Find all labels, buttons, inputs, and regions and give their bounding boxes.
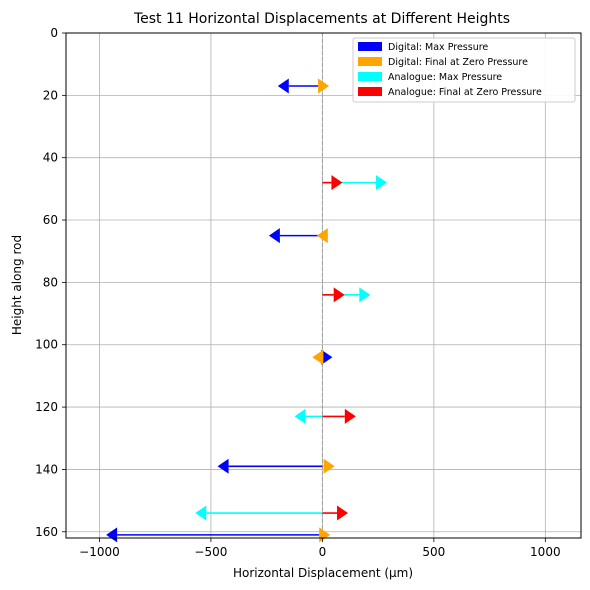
y-tick-label: 20 <box>43 88 58 102</box>
x-tick-label: 1000 <box>530 545 561 559</box>
y-tick-label: 160 <box>35 525 58 539</box>
grid-layer <box>66 32 581 538</box>
arrow-head <box>312 349 324 365</box>
x-tick-label: 500 <box>422 545 445 559</box>
arrow-head <box>359 287 371 303</box>
arrow-layer <box>106 78 388 543</box>
x-axis-title: Horizontal Displacement (µm) <box>233 566 413 580</box>
legend-label: Digital: Final at Zero Pressure <box>388 57 528 68</box>
arrow-head <box>337 505 349 521</box>
legend-label: Analogue: Max Pressure <box>388 72 502 83</box>
y-tick-label: 120 <box>35 400 58 414</box>
arrow-head <box>294 408 306 424</box>
legend-swatch <box>358 42 382 51</box>
legend-swatch <box>358 87 382 96</box>
x-tick-label: −1000 <box>79 545 120 559</box>
arrow-head <box>376 175 388 191</box>
y-tick-label: 140 <box>35 462 58 476</box>
x-tick-label: −500 <box>194 545 227 559</box>
arrow-head <box>316 228 328 244</box>
tick-layer: −1000 −500 0 500 1000 0 20 40 60 80 100 120 140 160 <box>35 26 561 559</box>
arrow-head <box>318 78 330 94</box>
chart-title: Test 11 Horizontal Displacements at Diff… <box>133 11 510 27</box>
arrow-head <box>217 458 229 474</box>
y-tick-label: 100 <box>35 338 58 352</box>
legend-label: Digital: Max Pressure <box>388 42 488 53</box>
arrow-head <box>319 527 331 543</box>
arrow-head <box>344 408 356 424</box>
x-tick-label: 0 <box>319 545 327 559</box>
y-tick-label: 60 <box>43 213 58 227</box>
plot-frame <box>65 32 582 539</box>
y-tick-label: 40 <box>43 151 58 165</box>
arrow-head <box>106 527 118 543</box>
arrow-head <box>277 78 289 94</box>
legend-swatch <box>358 57 382 66</box>
legend-frame <box>352 37 576 103</box>
legend-swatch <box>358 72 382 81</box>
arrow-head <box>333 287 345 303</box>
arrow-head <box>321 349 333 365</box>
y-tick-label: 80 <box>43 275 58 289</box>
y-tick-label: 0 <box>50 26 58 40</box>
arrow-head <box>268 228 280 244</box>
y-axis-title: Height along rod <box>10 235 24 335</box>
arrow-head <box>331 175 343 191</box>
legend-label: Analogue: Final at Zero Pressure <box>388 87 542 98</box>
arrow-head <box>323 458 335 474</box>
arrow-head <box>195 505 207 521</box>
legend: Digital: Max Pressure Digital: Final at Z… <box>352 37 576 103</box>
